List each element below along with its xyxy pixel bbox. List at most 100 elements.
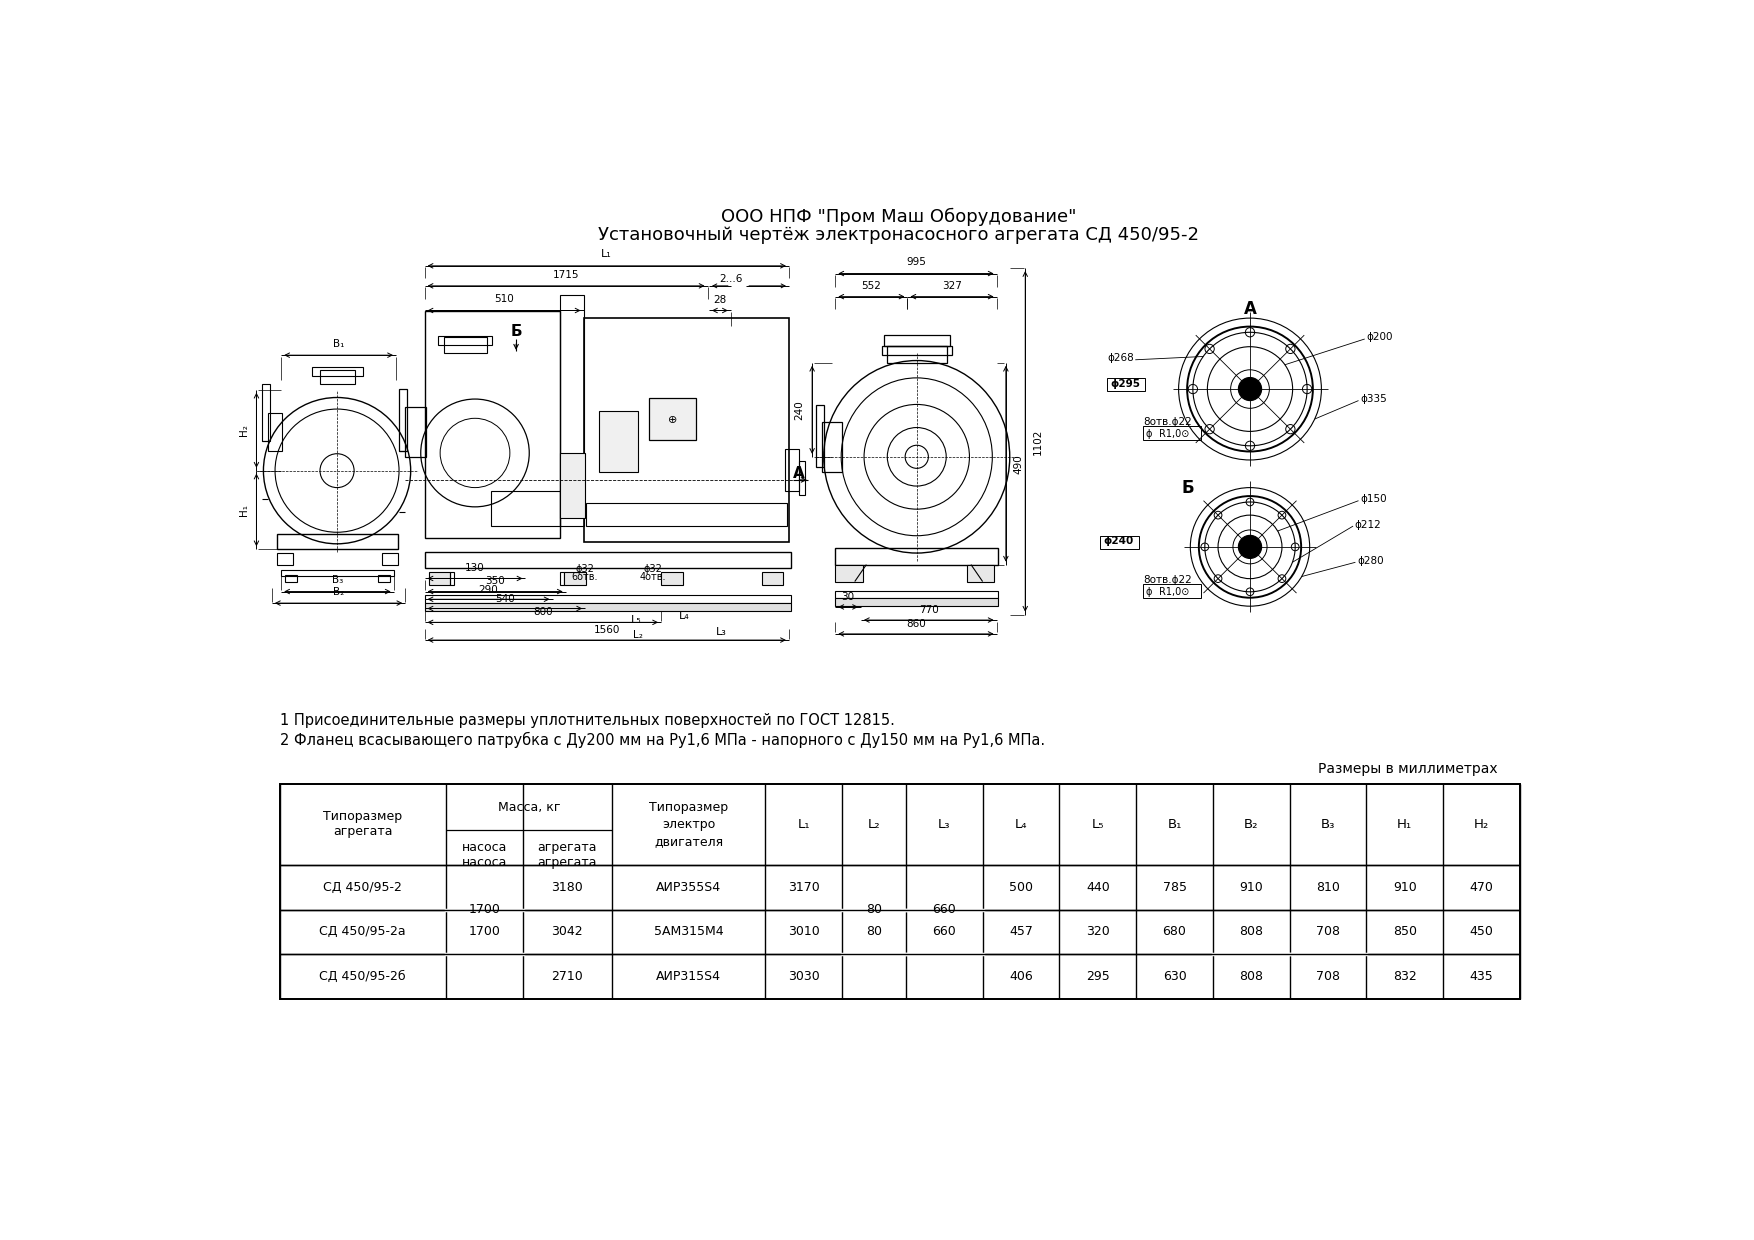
Text: 1700: 1700 [468,925,500,939]
Text: агрегата: агрегата [537,842,596,854]
Text: ϕ32: ϕ32 [644,564,663,574]
Text: ϕ268: ϕ268 [1107,353,1133,363]
Bar [786,449,800,491]
Bar [584,319,789,542]
Circle shape [1238,377,1261,401]
Text: насоса: насоса [461,842,507,854]
Text: 3180: 3180 [551,880,582,894]
Bar [279,784,1519,999]
Text: ϕ240: ϕ240 [1103,537,1133,547]
Text: ϕ335: ϕ335 [1359,394,1387,404]
Text: 5АМ315М4: 5АМ315М4 [654,925,724,939]
Text: 660: 660 [933,903,956,916]
Text: R1,0⊙: R1,0⊙ [1159,587,1189,596]
Text: 800: 800 [533,606,553,618]
Bar [816,405,824,466]
Text: 708: 708 [1316,925,1340,939]
Text: 470: 470 [1470,880,1493,894]
Bar [424,595,791,603]
Text: 2710: 2710 [551,970,582,983]
Bar [382,553,398,564]
Text: 708: 708 [1316,970,1340,983]
Text: 860: 860 [907,619,926,629]
Bar [319,370,354,383]
Text: H₁: H₁ [1398,818,1412,831]
Bar [1144,427,1201,440]
Bar [966,564,995,582]
Text: 435: 435 [1470,970,1493,983]
Text: 3030: 3030 [788,970,819,983]
Text: Размеры в миллиметрах: Размеры в миллиметрах [1319,761,1498,776]
Text: 810: 810 [1316,880,1340,894]
Bar [400,389,407,450]
Text: B₃: B₃ [332,575,344,585]
Text: L₅: L₅ [1091,818,1103,831]
Text: 770: 770 [919,605,938,615]
Text: 995: 995 [907,258,926,268]
Text: А: А [1244,300,1256,317]
Text: 630: 630 [1163,970,1186,983]
Text: 1700: 1700 [468,903,500,916]
Text: 552: 552 [861,281,881,291]
Text: 1715: 1715 [553,270,579,280]
Text: 910: 910 [1393,880,1417,894]
Text: H₁: H₁ [239,503,249,516]
Text: ϕ295: ϕ295 [1110,378,1140,388]
Text: 1102: 1102 [1033,428,1044,455]
Text: 510: 510 [495,294,514,304]
Text: 910: 910 [1240,880,1263,894]
Bar [405,407,426,456]
Text: 30: 30 [842,591,854,601]
Bar [835,599,998,606]
Text: 320: 320 [1086,925,1110,939]
Text: 290: 290 [479,584,498,595]
Bar [281,570,393,577]
Text: 130: 130 [465,563,484,573]
Text: 4отв.: 4отв. [640,572,667,582]
Text: 3042: 3042 [551,925,582,939]
Bar [1100,536,1138,549]
Text: ϕ: ϕ [1145,429,1152,439]
Text: 450: 450 [1470,925,1493,939]
Bar [268,413,282,451]
Bar [277,533,398,549]
Bar [835,564,863,582]
Bar [312,367,363,376]
Text: 1560: 1560 [593,625,619,635]
Text: 808: 808 [1240,925,1263,939]
Text: 1 Присоединительные размеры уплотнительных поверхностей по ГОСТ 12815.: 1 Присоединительные размеры уплотнительн… [279,713,895,728]
Text: СД 450/95-2: СД 450/95-2 [323,880,402,894]
Text: ϕ212: ϕ212 [1354,520,1382,529]
Text: 2 Фланец всасывающего патрубка с Ду200 мм на Ру1,6 МПа - напорного с Ду150 мм на: 2 Фланец всасывающего патрубка с Ду200 м… [279,732,1045,748]
Text: Б: Б [510,324,523,339]
Bar [261,383,270,441]
Text: 8отв.ϕ22: 8отв.ϕ22 [1144,417,1191,427]
Text: ϕ150: ϕ150 [1359,495,1387,505]
Text: ⊕: ⊕ [668,415,677,425]
Text: L₄: L₄ [1016,818,1028,831]
Circle shape [1238,536,1261,558]
Bar [835,548,998,564]
Bar [1107,378,1145,392]
Text: H₂: H₂ [239,424,249,436]
Bar [888,346,947,363]
Bar [1144,584,1201,598]
Text: 680: 680 [1163,925,1186,939]
Text: 540: 540 [495,594,514,604]
Text: B₃: B₃ [1321,818,1335,831]
Text: ϕ200: ϕ200 [1366,332,1393,342]
Text: агрегата: агрегата [537,857,596,869]
Text: B₁: B₁ [1168,818,1182,831]
Text: R1,0⊙: R1,0⊙ [1159,429,1189,439]
Text: СД 450/95-2б: СД 450/95-2б [319,970,407,983]
Bar [279,784,1519,999]
Text: L₁: L₁ [602,249,612,259]
Text: B₂: B₂ [333,587,344,596]
Text: ϕ280: ϕ280 [1358,556,1384,565]
Text: АИР355S4: АИР355S4 [656,880,721,894]
Bar [882,346,952,355]
Bar [277,553,293,564]
Text: 2...6: 2...6 [719,274,742,284]
Bar [761,572,784,585]
Text: 3010: 3010 [788,925,819,939]
